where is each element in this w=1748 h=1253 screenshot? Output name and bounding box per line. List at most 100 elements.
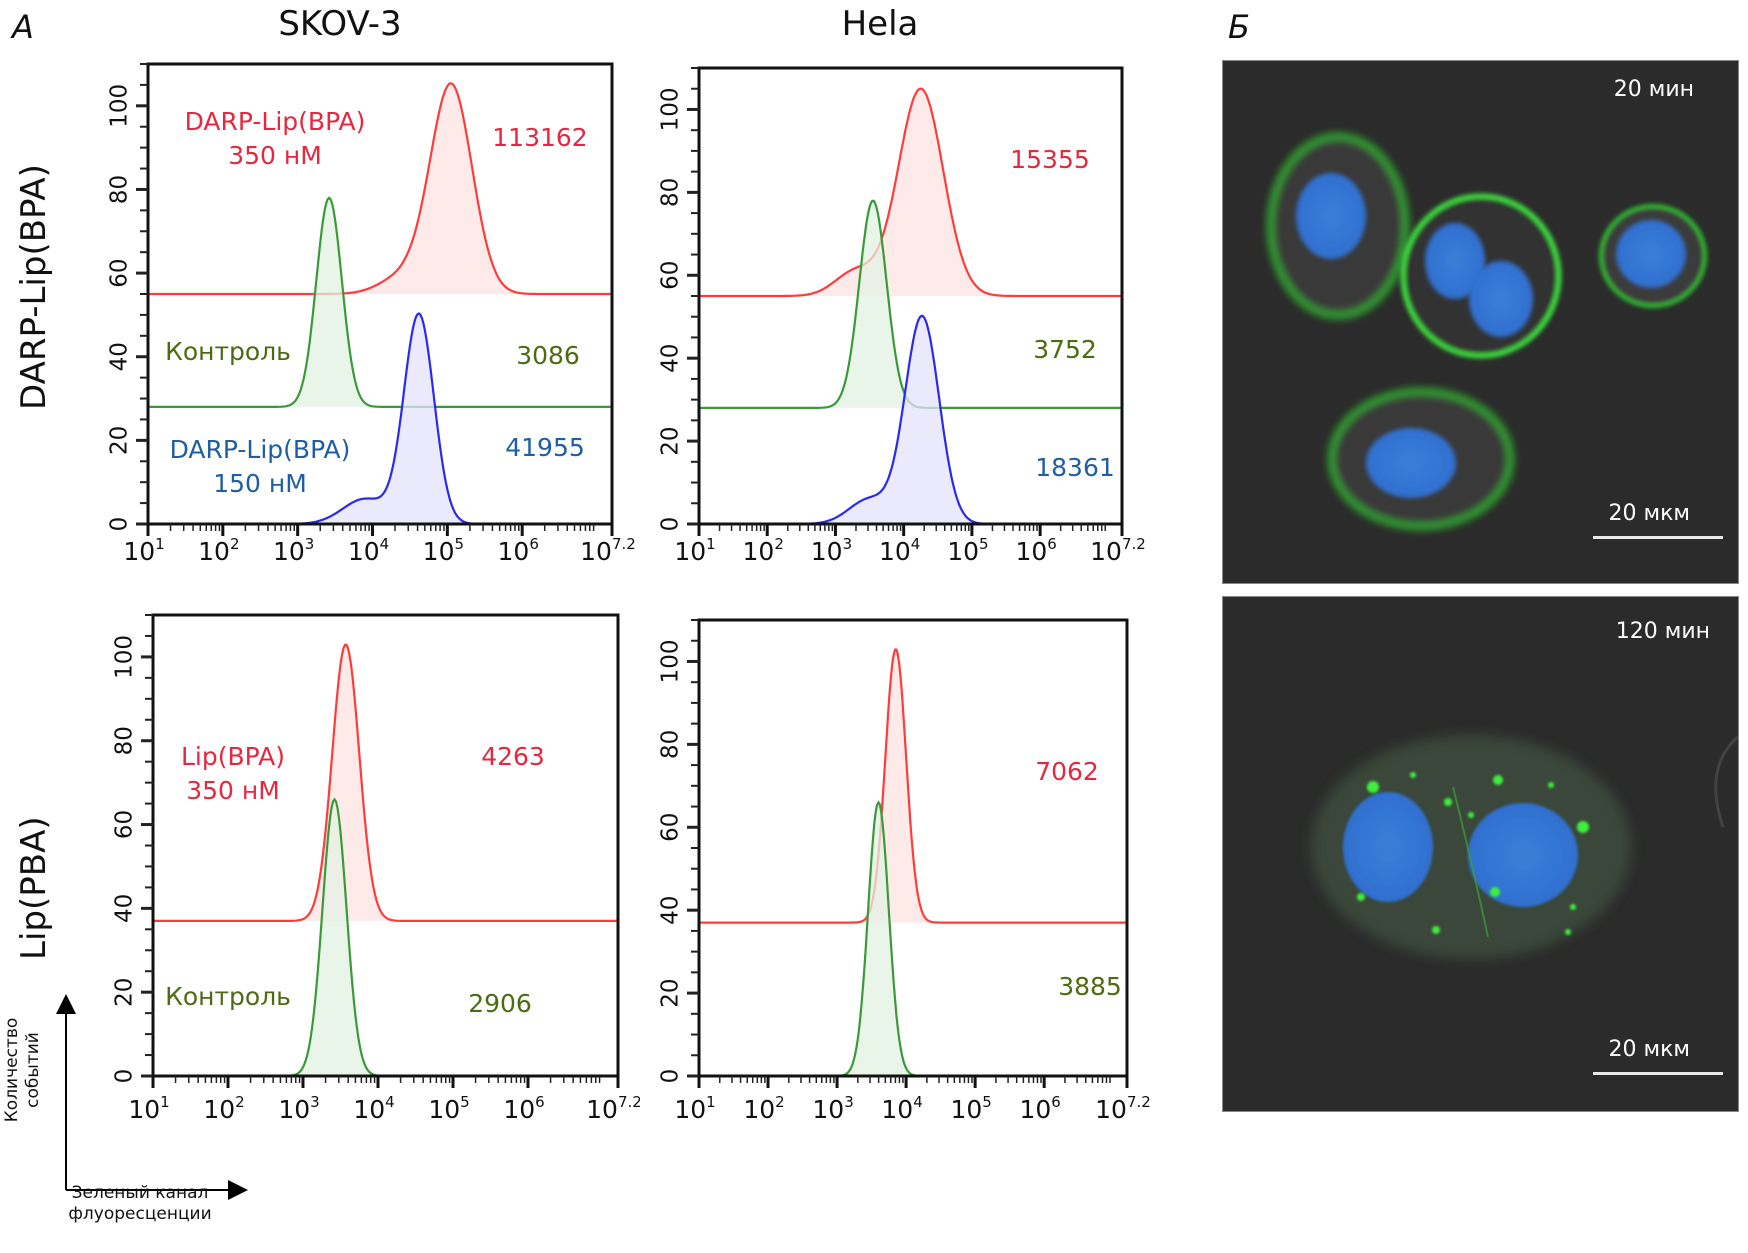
- y-tick-label: 0: [112, 1069, 138, 1084]
- x-tick-exponent: 1: [160, 1093, 170, 1111]
- y-tick-label: 0: [658, 1069, 684, 1084]
- series-label: DARP-Lip(BPA): [185, 107, 366, 136]
- column-title-skov3: SKOV-3: [278, 4, 402, 44]
- microscopy-image-120min: 120 мин 20 мкм: [1222, 596, 1739, 1112]
- x-label-line1: Зеленый канал: [71, 1183, 209, 1203]
- y-tick-label: 20: [107, 426, 133, 455]
- y-tick-label: 0: [107, 517, 133, 532]
- y-label-line1: Количество: [2, 1017, 22, 1123]
- x-tick-exponent: 6: [1051, 1093, 1061, 1111]
- x-tick-exponent: 7.2: [1122, 535, 1146, 553]
- y-tick-label: 60: [112, 810, 138, 839]
- x-tick-exponent: 5: [454, 535, 464, 553]
- y-tick-label: 100: [658, 640, 684, 684]
- cells-illustration: [1311, 735, 1738, 959]
- y-tick-label: 40: [112, 894, 138, 923]
- x-tick-exponent: 3: [844, 1093, 854, 1111]
- x-tick-label: 107.2: [1095, 1093, 1151, 1124]
- x-tick-exponent: 2: [230, 535, 240, 553]
- histogram-hela-lip: 7062 3885 0 20 40 60 80 100 101 102 103 104 105 106 10…: [658, 618, 1151, 1124]
- y-tick-label: 40: [658, 344, 684, 373]
- x-tick-label: 107.2: [586, 1093, 640, 1124]
- y-tick-label: 60: [107, 258, 133, 287]
- panel-a-label: А: [12, 8, 34, 46]
- series-label: Контроль: [165, 982, 291, 1011]
- x-tick-exponent: 5: [460, 1093, 470, 1111]
- mfi-value: 15355: [1010, 145, 1090, 174]
- histogram-line-green: [148, 196, 612, 408]
- x-tick-exponent: 3: [305, 535, 315, 553]
- x-tick-label: 106: [1019, 1093, 1060, 1124]
- microscopy-image-20min: 20 мин 20 мкм: [1222, 60, 1739, 584]
- time-label: 20 мин: [1613, 77, 1694, 102]
- cell: [1328, 388, 1514, 530]
- series-label: Контроль: [165, 337, 291, 366]
- series-label: Lip(BPA): [181, 742, 285, 771]
- axis-legend-arrows: [56, 994, 248, 1200]
- y-tick-label: 20: [658, 426, 684, 455]
- x-tick-label: 101: [674, 1093, 715, 1124]
- x-tick-exponent: 2: [235, 1093, 245, 1111]
- y-tick-label: 20: [112, 978, 138, 1007]
- series-label: 150 нМ: [213, 469, 307, 498]
- y-tick-label: 40: [107, 342, 133, 371]
- y-tick-label: 100: [107, 84, 133, 128]
- cell: [1599, 204, 1707, 308]
- x-tick-label: 104: [881, 1093, 922, 1124]
- x-tick-label: 103: [812, 1093, 853, 1124]
- histogram-line-red: [699, 648, 1127, 924]
- x-tick-label: 102: [743, 1093, 784, 1124]
- y-tick-label: 100: [658, 88, 684, 132]
- cell: [1267, 133, 1409, 319]
- x-tick-label: 107.2: [580, 535, 636, 566]
- y-tick-label: 60: [658, 813, 684, 842]
- x-tick-exponent: 5: [982, 1093, 992, 1111]
- histogram-fill-red: [699, 649, 1127, 923]
- x-tick-exponent: 6: [1047, 535, 1057, 553]
- mfi-value: 3086: [516, 341, 580, 370]
- x-tick-exponent: 4: [380, 535, 390, 553]
- x-tick-label: 105: [950, 1093, 991, 1124]
- x-tick-exponent: 6: [535, 1093, 545, 1111]
- x-tick-exponent: 4: [911, 535, 921, 553]
- scale-label: 20 мкм: [1608, 1037, 1690, 1062]
- x-tick-label: 107.2: [1090, 535, 1146, 566]
- x-label-line2: флуоресценции: [68, 1204, 212, 1224]
- histogram-fill-blue: [699, 315, 1122, 524]
- mfi-value: 3752: [1033, 335, 1097, 364]
- histogram-line-red: [148, 82, 612, 296]
- x-tick-exponent: 4: [385, 1093, 395, 1111]
- x-tick-exponent: 4: [913, 1093, 923, 1111]
- mfi-value: 18361: [1035, 453, 1115, 482]
- scale-bar: [1593, 536, 1723, 539]
- y-tick-label: 60: [658, 261, 684, 290]
- x-tick-exponent: 3: [843, 535, 853, 553]
- series-label: 350 нМ: [228, 141, 322, 170]
- mfi-value: 41955: [505, 433, 585, 462]
- x-tick-exponent: 1: [706, 535, 716, 553]
- x-tick-exponent: 2: [774, 535, 784, 553]
- y-tick-label: 80: [107, 175, 133, 204]
- axis-legend-x-label: Зеленый канал флуоресценции: [50, 1183, 230, 1225]
- panel-b-label: Б: [1228, 8, 1250, 46]
- x-tick-exponent: 5: [979, 535, 989, 553]
- x-tick-exponent: 7.2: [1127, 1093, 1151, 1111]
- x-tick-exponent: 1: [706, 1093, 716, 1111]
- x-tick-exponent: 6: [529, 535, 539, 553]
- histogram-line-red: [153, 643, 618, 922]
- mfi-value: 7062: [1035, 757, 1099, 786]
- series-label: 350 нМ: [186, 776, 280, 805]
- y-tick-label: 100: [112, 635, 138, 679]
- x-tick-exponent: 1: [155, 535, 165, 553]
- x-tick-exponent: 3: [310, 1093, 320, 1111]
- mfi-value: 4263: [481, 742, 545, 771]
- y-tick-label: 0: [658, 517, 684, 532]
- scale-label: 20 мкм: [1608, 501, 1690, 526]
- x-tick-label: 105: [947, 535, 988, 566]
- cell-pair: [1311, 735, 1631, 959]
- histogram-skov3-darp: DARP-Lip(BPA) 350 нМ 113162 Контроль 3086 DAR…: [107, 62, 636, 566]
- x-tick-exponent: 7.2: [612, 535, 636, 553]
- y-tick-label: 80: [658, 730, 684, 759]
